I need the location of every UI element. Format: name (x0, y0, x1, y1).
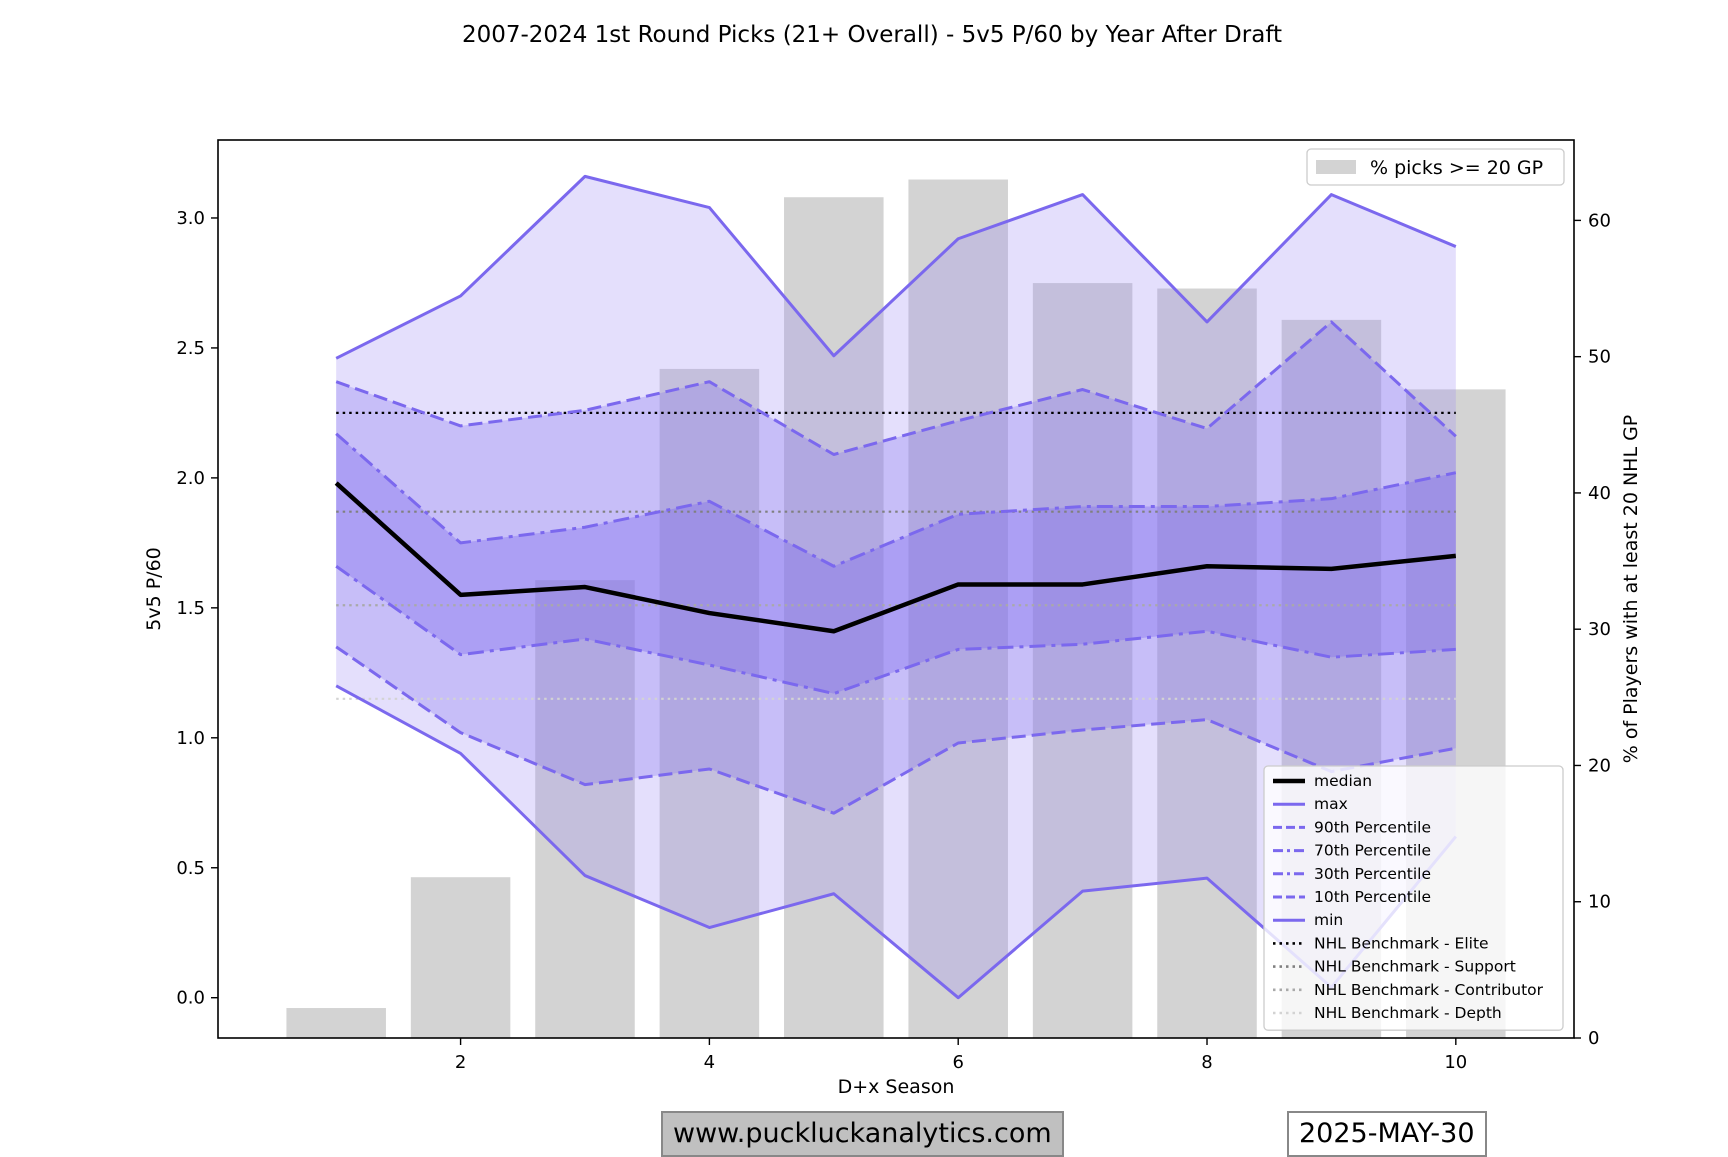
x-tick-label-4: 4 (704, 1052, 715, 1073)
bar-legend-swatch (1316, 160, 1356, 174)
legend-label-5: 10th Percentile (1314, 888, 1431, 906)
y2-tick-label-60: 60 (1588, 210, 1611, 231)
series-line-30th-percentile (335, 565, 1456, 696)
plot-frame (217, 139, 1575, 1039)
line-legend-frame (1263, 765, 1564, 1031)
bar-1 (286, 1008, 386, 1038)
legend-label-0: median (1314, 772, 1372, 790)
x-tick-label-10: 10 (1444, 1052, 1467, 1073)
x-tick-label-2: 2 (455, 1052, 466, 1073)
x-axis: 2 4 6 8 10 (455, 1038, 1467, 1073)
legend-label-10: NHL Benchmark - Depth (1314, 1004, 1502, 1022)
y2-tick-label-50: 50 (1588, 347, 1611, 368)
legend-label-4: 30th Percentile (1314, 865, 1431, 883)
series-line-median (334, 481, 1457, 634)
y2-tick-label-10: 10 (1588, 892, 1611, 913)
y-axis-label: 5v5 P/60 (143, 547, 165, 631)
x-tick-label-6: 6 (952, 1052, 963, 1073)
y2-tick-label-30: 30 (1588, 619, 1611, 640)
legend-label-9: NHL Benchmark - Contributor (1314, 981, 1544, 999)
band-2 (336, 433, 1456, 694)
bands-layer (336, 176, 1456, 998)
y2-axis: 0 10 20 30 40 50 60 (1574, 210, 1611, 1049)
bar-7 (1032, 283, 1133, 1038)
bar-3 (535, 580, 635, 1038)
y-tick-label-2: 2.0 (176, 468, 205, 489)
benchmarks-layer (336, 411, 1456, 700)
lines-layer (334, 174, 1457, 1000)
bar-6 (908, 179, 1008, 1038)
line-legend: median max 90th Percentile 70th Percentile 3… (1263, 765, 1564, 1031)
bar-legend: % picks >= 20 GP (1306, 148, 1565, 186)
y2-tick-label-40: 40 (1588, 483, 1611, 504)
date-footer: 2025-MAY-30 (1287, 1111, 1487, 1157)
website-footer: www.puckluckanalytics.com (661, 1111, 1064, 1157)
legend-label-3: 70th Percentile (1314, 842, 1431, 860)
y-tick-label-3: 3.0 (176, 208, 205, 229)
bar-2 (410, 877, 511, 1038)
y-tick-label-0.5: 0.5 (176, 858, 205, 879)
y2-tick-label-20: 20 (1588, 755, 1611, 776)
series-line-70th-percentile (335, 432, 1457, 568)
legend-label-8: NHL Benchmark - Support (1314, 958, 1516, 976)
bar-legend-label: % picks >= 20 GP (1370, 157, 1543, 179)
x-tick-label-8: 8 (1201, 1052, 1212, 1073)
legend-label-2: 90th Percentile (1314, 818, 1431, 836)
x-axis-label: D+x Season (838, 1076, 955, 1098)
chart-title: 2007-2024 1st Round Picks (21+ Overall) … (462, 22, 1282, 48)
y-tick-label-1.5: 1.5 (176, 598, 205, 619)
series-line-90th-percentile (335, 320, 1457, 456)
legend-label-6: min (1314, 911, 1343, 929)
legend-label-7: NHL Benchmark - Elite (1314, 934, 1489, 952)
bar-legend-frame (1306, 148, 1565, 186)
series-line-max (335, 174, 1457, 360)
y-tick-label-1: 1.0 (176, 728, 205, 749)
series-line-10th-percentile (335, 645, 1457, 815)
y-tick-label-0: 0.0 (176, 988, 205, 1009)
y-axis: 0.0 0.5 1.0 1.5 2.0 2.5 3.0 (176, 208, 218, 1009)
y2-axis-label: % of Players with at least 20 NHL GP (1620, 415, 1642, 764)
legend-label-1: max (1314, 795, 1348, 813)
chart: 2007-2024 1st Round Picks (21+ Overall) … (143, 22, 1642, 1098)
y-tick-label-2.5: 2.5 (176, 338, 205, 359)
y2-tick-label-0: 0 (1588, 1028, 1599, 1049)
band-1 (336, 321, 1456, 814)
band-0 (336, 176, 1456, 998)
